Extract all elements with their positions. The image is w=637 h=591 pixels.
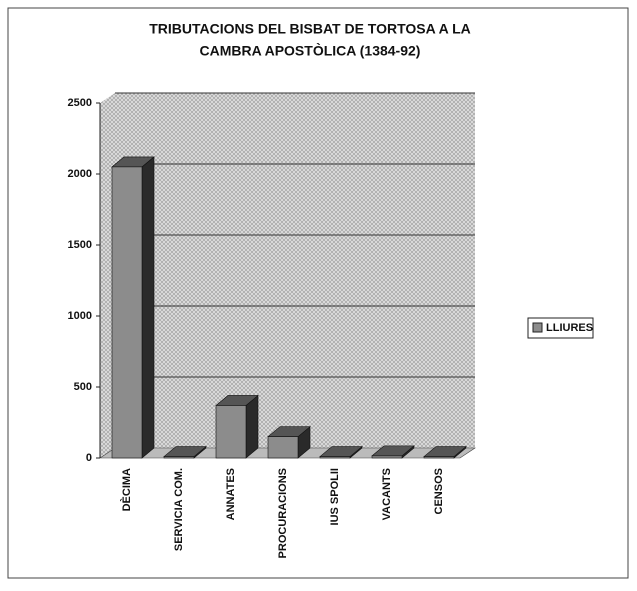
bar [371,455,403,459]
y-tick-label: 500 [74,381,92,393]
chart-title: TRIBUTACIONS DEL BISBAT DE TORTOSA A LA [149,21,471,37]
legend-box [527,317,594,339]
bar [215,405,247,459]
legend-swatch [532,322,543,333]
bar [267,436,299,459]
frame [7,7,629,579]
bar [111,166,143,459]
plot-wall [100,93,475,458]
x-tick-label: IUS SPOLII [329,468,341,525]
y-tick-label: 0 [86,452,92,464]
bar [163,456,195,459]
y-tick-label: 1000 [68,310,92,322]
x-tick-label: ANNATES [225,468,237,520]
y-tick-label: 1500 [68,239,92,251]
chart-title: CAMBRA APOSTÒLICA (1384-92) [200,42,421,59]
x-tick-label: PROCURACIONS [277,468,289,558]
bar [319,456,351,459]
x-tick-label: CENSOS [433,468,445,514]
y-tick-label: 2500 [68,97,92,109]
legend: LLIURES [527,317,594,339]
x-tick-label: VACANTS [381,468,393,520]
legend-label: LLIURES [546,322,593,334]
y-tick-label: 2000 [68,168,92,180]
bar-side [245,394,259,459]
x-tick-label: SERVICIA COM. [173,468,185,551]
bar [423,456,455,459]
x-tick-label: DÈCIMA [120,468,133,511]
bar-side [141,156,155,459]
